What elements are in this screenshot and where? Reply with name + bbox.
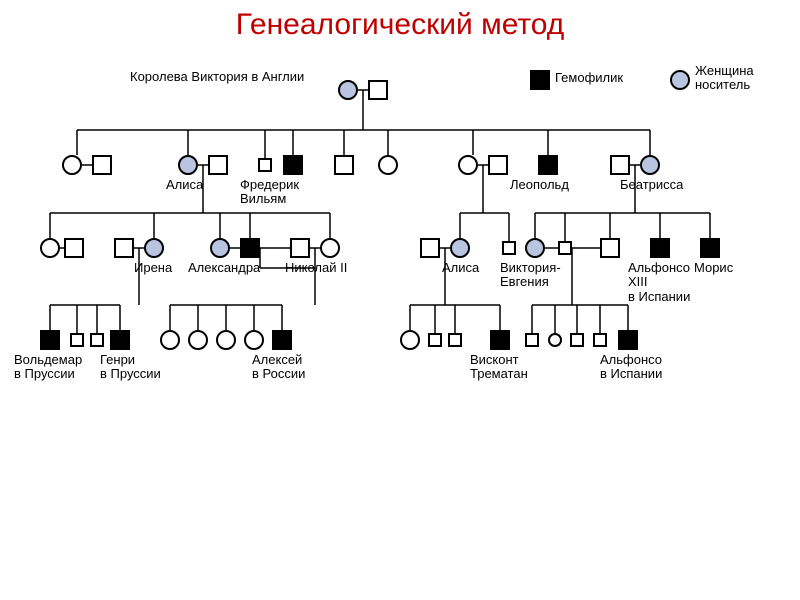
person [400,330,420,350]
person [216,330,236,350]
person [62,155,82,175]
person [114,238,134,258]
label-nicholas: Николай II [285,261,347,275]
person [600,238,620,258]
person-viscount [490,330,510,350]
label-beatrice: Беатрисса [620,178,683,192]
label-henry: Генрив Пруссии [100,353,161,382]
person [258,158,272,172]
person-maurice [700,238,720,258]
person-alexandra [210,238,230,258]
legend-hemophilic-label: Гемофилик [555,71,623,85]
label-waldemar: Вольдемарв Пруссии [14,353,82,382]
person [610,155,630,175]
person [92,155,112,175]
label-alexandra: Александра [188,261,260,275]
person [64,238,84,258]
person [188,330,208,350]
label-maurice: Морис [694,261,733,275]
person [244,330,264,350]
person [488,155,508,175]
label-alfonso-sp: Альфонсов Испании [600,353,662,382]
label-alice-sr: Алиса [166,178,203,192]
person-alfonso13 [650,238,670,258]
label-vict-eug: Виктория-Евгения [500,261,561,290]
person-victoria [338,80,358,100]
person [570,333,584,347]
person-irene [144,238,164,258]
person [378,155,398,175]
label-leopold: Леопольд [510,178,569,192]
person-nicholas [320,238,340,258]
person [334,155,354,175]
person [502,241,516,255]
person-albert [368,80,388,100]
person [208,155,228,175]
label-irene: Ирена [134,261,172,275]
person [90,333,104,347]
person [458,155,478,175]
label-alice-jr: Алиса [442,261,479,275]
label-alfonso13: АльфонсоXIIIв Испании [628,261,690,304]
person-beatrice [640,155,660,175]
person-vict-eug [525,238,545,258]
person [593,333,607,347]
person-frederick-william [283,155,303,175]
person [525,333,539,347]
label-viscount: ВисконтТрематан [470,353,528,382]
legend-carrier-symbol [670,70,690,90]
person [40,238,60,258]
person [70,333,84,347]
person-alexei [272,330,292,350]
person-alice-jr [450,238,470,258]
person [240,238,260,258]
person [428,333,442,347]
person-alice-sr [178,155,198,175]
person [290,238,310,258]
person [420,238,440,258]
person-waldemar [40,330,60,350]
person [548,333,562,347]
label-frederick: ФредерикВильям [240,178,299,207]
person-henry [110,330,130,350]
person-alfonso-sp [618,330,638,350]
person [448,333,462,347]
person [558,241,572,255]
person-leopold [538,155,558,175]
legend-carrier-label: Женщинаноситель [695,64,754,93]
legend-hemophilic-symbol [530,70,550,90]
label-alexei: Алексейв России [252,353,305,382]
label-victoria: Королева Виктория в Англии [130,70,304,84]
person [160,330,180,350]
